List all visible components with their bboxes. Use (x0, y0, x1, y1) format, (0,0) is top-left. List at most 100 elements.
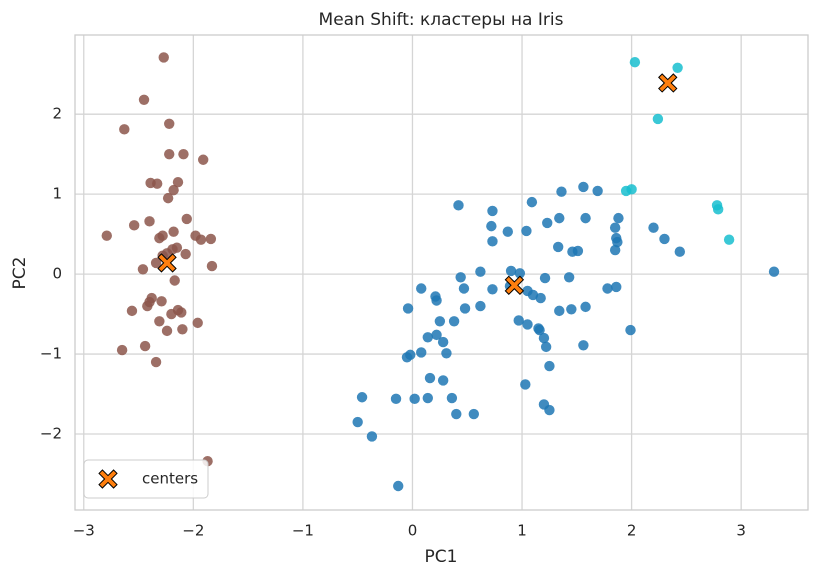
point (544, 360, 555, 372)
plot-frame (74, 34, 809, 511)
legend-label: centers (142, 470, 198, 488)
point (487, 284, 498, 295)
y-tick-label: 2 (52, 105, 62, 123)
point (393, 480, 404, 492)
point (171, 242, 183, 253)
x-tick-label: −3 (73, 522, 95, 540)
point (475, 266, 486, 277)
point (652, 113, 664, 125)
point (513, 315, 524, 326)
point (178, 148, 189, 160)
point (424, 372, 436, 384)
point (431, 295, 442, 306)
point (629, 56, 641, 68)
point (144, 216, 155, 227)
legend-marker (98, 469, 118, 489)
point (402, 303, 414, 314)
point (592, 185, 603, 197)
point (626, 184, 637, 195)
point (451, 408, 462, 420)
point (416, 283, 427, 294)
y-axis-label: PC2 (10, 257, 30, 290)
point (154, 232, 165, 244)
x-axis-label: PC1 (425, 547, 458, 567)
point (150, 356, 162, 368)
point (352, 416, 363, 428)
point (625, 324, 636, 336)
point (422, 392, 434, 404)
point (164, 148, 175, 160)
point (611, 281, 622, 293)
x-tick-label: 2 (627, 522, 637, 540)
point (609, 244, 621, 256)
point (437, 375, 449, 386)
point (166, 308, 177, 320)
point (366, 431, 378, 442)
point (176, 307, 187, 318)
point (502, 226, 513, 237)
point (723, 234, 735, 245)
point (119, 124, 130, 135)
point (116, 344, 128, 356)
point (401, 352, 413, 363)
point (434, 316, 446, 327)
point (534, 324, 545, 336)
point (538, 332, 550, 344)
point (613, 212, 624, 224)
point (521, 225, 532, 237)
point (520, 379, 531, 390)
point (156, 296, 167, 307)
point (453, 200, 464, 211)
point (475, 300, 486, 312)
point (659, 233, 670, 245)
point (168, 226, 179, 237)
point (539, 272, 551, 284)
x-tick-label: −1 (292, 522, 314, 540)
point (390, 393, 402, 405)
point (572, 245, 584, 257)
point (526, 196, 538, 208)
point (468, 408, 480, 420)
point (768, 266, 780, 277)
x-tick-label: 1 (517, 522, 527, 540)
y-tick-label: 1 (52, 185, 62, 203)
point (422, 332, 434, 343)
point (137, 264, 149, 275)
point (580, 301, 591, 313)
point (162, 192, 174, 204)
point (138, 94, 150, 105)
point (563, 272, 575, 283)
point (458, 283, 470, 294)
point (486, 220, 497, 232)
point (540, 341, 552, 353)
center-marker (504, 275, 525, 296)
point (648, 222, 659, 233)
point (554, 305, 565, 317)
y-tick-label: 0 (52, 265, 62, 283)
point (459, 303, 471, 314)
point (505, 265, 517, 277)
point (101, 230, 112, 241)
point (544, 404, 555, 416)
point (158, 52, 169, 63)
point (205, 233, 217, 245)
point (580, 212, 591, 224)
point (712, 204, 724, 215)
point (195, 234, 207, 245)
point (169, 275, 180, 286)
y-tick-label: −2 (40, 425, 62, 443)
point (150, 257, 162, 269)
point (609, 222, 621, 233)
point (164, 118, 175, 129)
point (437, 336, 449, 348)
center-marker (157, 253, 177, 273)
point (128, 220, 140, 231)
point (168, 184, 179, 196)
point (578, 181, 589, 193)
point (161, 325, 173, 337)
point (554, 212, 565, 224)
point (674, 246, 686, 257)
point (126, 305, 138, 317)
point (356, 392, 368, 403)
